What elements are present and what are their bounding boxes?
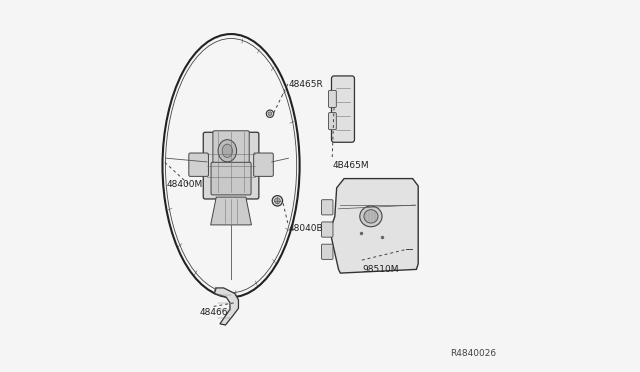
Text: 48400M: 48400M [166, 180, 202, 189]
FancyBboxPatch shape [321, 244, 333, 259]
Ellipse shape [360, 206, 382, 227]
Ellipse shape [268, 112, 272, 116]
FancyBboxPatch shape [332, 76, 355, 142]
Text: 98510M: 98510M [363, 265, 399, 274]
Text: 4B465M: 4B465M [333, 161, 369, 170]
Polygon shape [330, 179, 418, 273]
Text: 48466: 48466 [200, 308, 228, 317]
Ellipse shape [275, 198, 280, 204]
FancyBboxPatch shape [321, 200, 333, 215]
Polygon shape [211, 197, 252, 225]
FancyBboxPatch shape [189, 153, 209, 176]
Text: 48465R: 48465R [289, 80, 323, 89]
FancyBboxPatch shape [204, 132, 259, 199]
Ellipse shape [272, 196, 283, 206]
Text: 48040B: 48040B [289, 224, 323, 233]
FancyBboxPatch shape [321, 222, 333, 237]
Polygon shape [214, 288, 239, 325]
FancyBboxPatch shape [328, 90, 336, 108]
FancyBboxPatch shape [211, 162, 251, 195]
FancyBboxPatch shape [253, 153, 273, 176]
Ellipse shape [364, 210, 378, 223]
Text: R4840026: R4840026 [450, 349, 496, 358]
FancyBboxPatch shape [328, 113, 336, 130]
Ellipse shape [222, 144, 232, 157]
Ellipse shape [266, 110, 274, 118]
FancyBboxPatch shape [213, 131, 249, 163]
Ellipse shape [218, 140, 237, 162]
